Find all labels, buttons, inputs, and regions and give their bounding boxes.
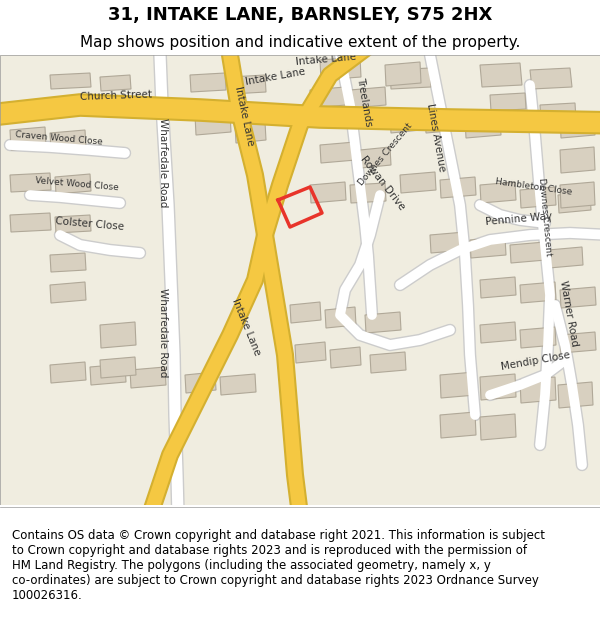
Polygon shape [310,182,346,203]
Polygon shape [430,232,466,253]
Polygon shape [520,282,556,303]
Polygon shape [440,412,476,438]
Polygon shape [530,68,572,89]
Polygon shape [100,357,136,378]
Polygon shape [470,237,506,258]
Polygon shape [490,93,526,111]
Text: Hambleton Close: Hambleton Close [495,177,573,197]
Polygon shape [10,213,51,232]
Polygon shape [290,302,321,323]
Polygon shape [558,192,591,213]
Text: Downes Crescent: Downes Crescent [357,121,415,187]
Text: 31, INTAKE LANE, BARNSLEY, S75 2HX: 31, INTAKE LANE, BARNSLEY, S75 2HX [108,6,492,24]
Polygon shape [440,372,476,398]
Polygon shape [560,182,595,208]
Text: Craven Wood Close: Craven Wood Close [15,131,103,147]
Polygon shape [480,63,522,87]
Polygon shape [220,374,256,395]
Polygon shape [100,322,136,348]
Text: Mendip Close: Mendip Close [500,350,571,372]
Polygon shape [55,215,91,233]
Text: Wharfedale Road: Wharfedale Road [158,288,168,377]
Text: Warner Road: Warner Road [558,279,580,347]
Polygon shape [370,352,406,373]
Polygon shape [320,57,361,80]
Polygon shape [480,277,516,298]
Text: Wharfedale Road: Wharfedale Road [158,118,168,207]
Polygon shape [130,367,166,388]
Text: Church Street: Church Street [80,89,152,102]
Polygon shape [50,282,86,303]
Text: Pennine Way: Pennine Way [485,211,553,227]
Polygon shape [320,142,356,163]
Polygon shape [230,75,266,94]
Polygon shape [385,62,421,86]
Polygon shape [330,347,361,368]
Polygon shape [50,362,86,383]
Polygon shape [295,342,326,363]
Polygon shape [520,187,556,208]
Polygon shape [235,122,266,143]
Polygon shape [390,112,421,133]
Polygon shape [190,73,226,92]
Polygon shape [50,253,86,272]
Polygon shape [465,117,501,138]
Polygon shape [520,377,556,403]
Polygon shape [440,177,476,198]
Text: Map shows position and indicative extent of the property.: Map shows position and indicative extent… [80,36,520,51]
Text: Intake Lane: Intake Lane [230,297,262,357]
Polygon shape [520,327,556,348]
Polygon shape [350,87,386,108]
Text: Downes Crescent: Downes Crescent [537,178,553,257]
Text: Rowan Drive: Rowan Drive [358,154,406,212]
Polygon shape [480,414,516,440]
Polygon shape [100,75,131,91]
Polygon shape [365,312,401,333]
Polygon shape [510,242,546,263]
Polygon shape [540,103,576,122]
Polygon shape [558,382,593,408]
Polygon shape [560,287,596,308]
Text: Treelands: Treelands [355,76,373,127]
Text: Intake Lane: Intake Lane [233,86,256,147]
Polygon shape [560,147,595,173]
Text: Intake Lane: Intake Lane [295,52,356,67]
Polygon shape [480,374,516,400]
Polygon shape [425,112,461,133]
Text: Velvet Wood Close: Velvet Wood Close [35,176,119,192]
Polygon shape [50,130,86,150]
Text: Colster Close: Colster Close [55,216,125,232]
Polygon shape [350,183,386,203]
Polygon shape [10,127,46,150]
Polygon shape [55,174,91,194]
Polygon shape [90,364,126,385]
Polygon shape [10,173,51,192]
Polygon shape [560,332,596,353]
Text: Contains OS data © Crown copyright and database right 2021. This information is : Contains OS data © Crown copyright and d… [12,529,545,602]
Polygon shape [400,172,436,193]
Polygon shape [195,112,231,135]
Polygon shape [560,112,595,138]
Polygon shape [480,322,516,343]
Text: Intake Lane: Intake Lane [245,67,307,87]
Polygon shape [360,147,391,168]
Polygon shape [185,372,216,393]
Text: Lines Avenue: Lines Avenue [425,102,447,172]
Polygon shape [50,73,91,89]
Polygon shape [480,182,516,203]
Polygon shape [310,87,346,108]
Polygon shape [390,68,431,89]
Polygon shape [325,307,356,328]
Polygon shape [548,247,583,268]
